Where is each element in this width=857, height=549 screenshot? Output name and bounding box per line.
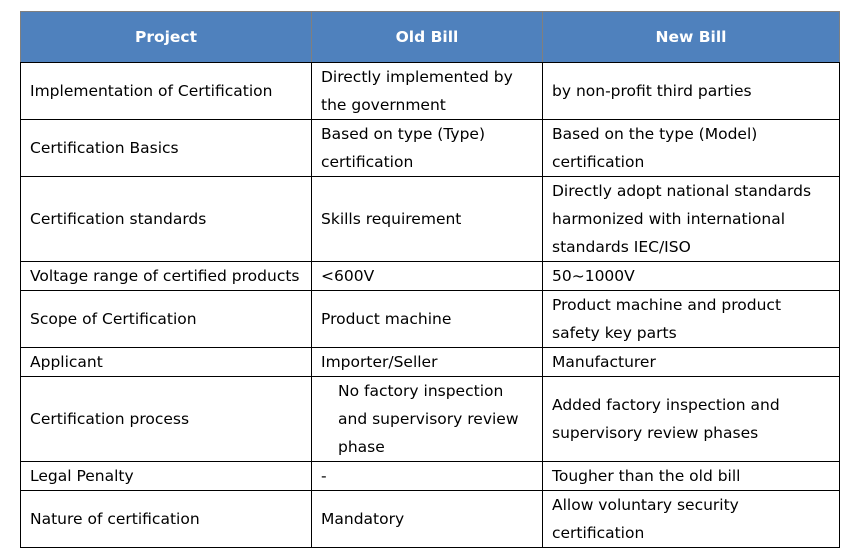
old-bill-cell: Directly implemented by the government <box>311 62 543 120</box>
table-row: Implementation of Certification Directly… <box>20 62 840 120</box>
row-label: Applicant <box>20 347 312 377</box>
row-label: Implementation of Certification <box>20 62 312 120</box>
new-bill-cell: 50~1000V <box>542 261 840 291</box>
old-bill-cell: Mandatory <box>311 490 543 548</box>
row-label: Certification standards <box>20 176 312 262</box>
table-row: Legal Penalty - Tougher than the old bil… <box>20 461 840 491</box>
old-bill-cell: Skills requirement <box>311 176 543 262</box>
new-bill-cell: by non-profit third parties <box>542 62 840 120</box>
old-bill-cell: Product machine <box>311 290 543 348</box>
row-label: Scope of Certification <box>20 290 312 348</box>
row-label: Legal Penalty <box>20 461 312 491</box>
header-project: Project <box>20 11 312 63</box>
table-row: Certification standards Skills requireme… <box>20 176 840 262</box>
new-bill-cell: Manufacturer <box>542 347 840 377</box>
new-bill-cell: Allow voluntary security certification <box>542 490 840 548</box>
new-bill-cell: Tougher than the old bill <box>542 461 840 491</box>
new-bill-cell: Directly adopt national standards harmon… <box>542 176 840 262</box>
table-row: Nature of certification Mandatory Allow … <box>20 490 840 548</box>
table-row: Voltage range of certified products <600… <box>20 261 840 291</box>
new-bill-cell: Product machine and product safety key p… <box>542 290 840 348</box>
table-row: Certification process No factory inspect… <box>20 376 840 462</box>
certification-comparison-table: Project Old Bill New Bill Implementation… <box>20 11 840 548</box>
row-label: Voltage range of certified products <box>20 261 312 291</box>
old-bill-cell: Based on type (Type) certification <box>311 119 543 177</box>
header-old-bill: Old Bill <box>311 11 543 63</box>
table-row: Applicant Importer/Seller Manufacturer <box>20 347 840 377</box>
row-label: Certification process <box>20 376 312 462</box>
row-label: Certification Basics <box>20 119 312 177</box>
old-bill-cell: <600V <box>311 261 543 291</box>
table-row: Scope of Certification Product machine P… <box>20 290 840 348</box>
old-bill-cell: - <box>311 461 543 491</box>
table-header-row: Project Old Bill New Bill <box>20 11 840 63</box>
new-bill-cell: Added factory inspection and supervisory… <box>542 376 840 462</box>
new-bill-cell: Based on the type (Model) certification <box>542 119 840 177</box>
header-new-bill: New Bill <box>542 11 840 63</box>
old-bill-cell: No factory inspection and supervisory re… <box>311 376 543 462</box>
old-bill-cell: Importer/Seller <box>311 347 543 377</box>
table-row: Certification Basics Based on type (Type… <box>20 119 840 177</box>
row-label: Nature of certification <box>20 490 312 548</box>
